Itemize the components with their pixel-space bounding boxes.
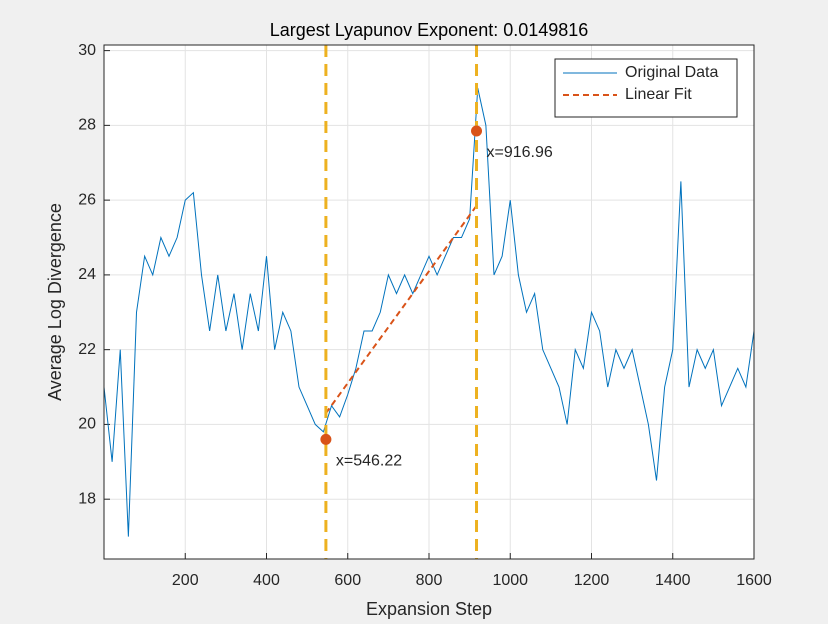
y-tick-label: 20 bbox=[78, 416, 96, 433]
y-tick-label: 28 bbox=[78, 117, 96, 134]
marker bbox=[471, 125, 483, 137]
x-tick-label: 400 bbox=[253, 572, 280, 589]
x-tick-label: 200 bbox=[172, 572, 199, 589]
x-tick-label: 1600 bbox=[736, 572, 772, 589]
data-line bbox=[325, 205, 478, 414]
x-axis-label: Expansion Step bbox=[366, 599, 492, 619]
legend-box bbox=[554, 58, 738, 118]
y-tick-label: 24 bbox=[78, 266, 96, 283]
y-axis-label: Average Log Divergence bbox=[45, 203, 65, 401]
x-tick-label: 1400 bbox=[655, 572, 691, 589]
legend-label: Original Data bbox=[625, 64, 718, 81]
chart-title: Largest Lyapunov Exponent: 0.0149816 bbox=[270, 20, 589, 40]
legend: Original Data Linear Fit bbox=[554, 58, 738, 118]
x-tick-label: 1200 bbox=[574, 572, 610, 589]
y-tick-label: 30 bbox=[78, 42, 96, 59]
marker bbox=[320, 433, 332, 445]
y-tick-label: 22 bbox=[78, 341, 96, 358]
axes-box bbox=[103, 44, 755, 560]
x-tick-label: 800 bbox=[416, 572, 443, 589]
y-tick-label: 26 bbox=[78, 191, 96, 208]
annotation: x=546.22 bbox=[336, 453, 402, 470]
x-tick-label: 600 bbox=[334, 572, 361, 589]
data-line bbox=[104, 87, 754, 537]
x-tick-label: 1000 bbox=[492, 572, 528, 589]
annotation: x=916.96 bbox=[487, 144, 553, 161]
legend-label: Linear Fit bbox=[625, 86, 692, 103]
y-tick-label: 18 bbox=[78, 490, 96, 507]
